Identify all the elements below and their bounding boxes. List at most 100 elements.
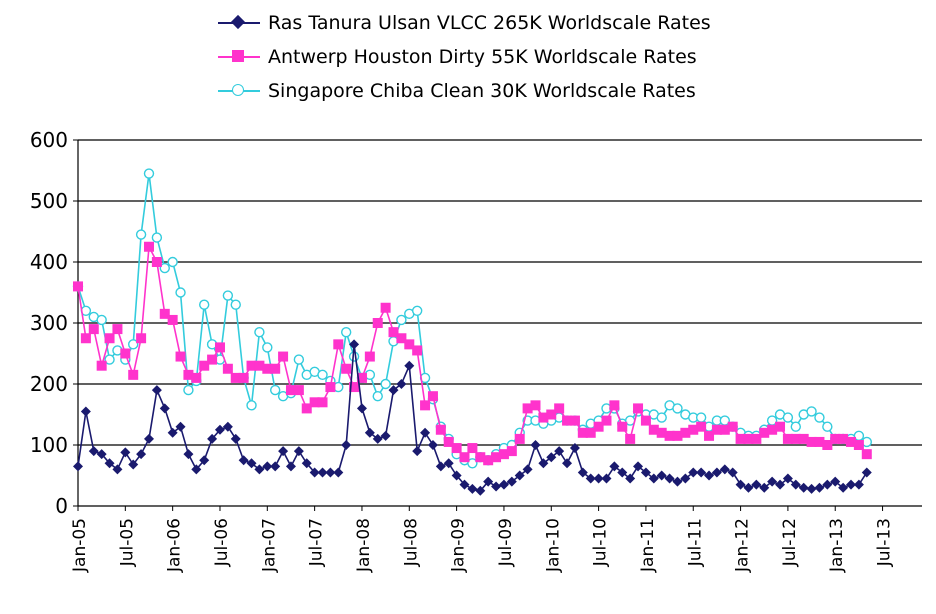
data-point-vlcc: [475, 485, 486, 496]
data-point-vlcc: [491, 481, 502, 492]
data-point-dirty: [88, 324, 99, 335]
data-point-vlcc: [207, 433, 218, 444]
data-point-dirty: [254, 360, 265, 371]
data-point-vlcc: [822, 479, 833, 490]
data-point-dirty: [782, 433, 793, 444]
x-tick-label: Jan-12: [733, 518, 753, 573]
data-point-dirty: [538, 412, 549, 423]
data-point-dirty: [838, 433, 849, 444]
data-point-dirty: [112, 324, 123, 335]
data-point-clean: [246, 400, 257, 411]
data-point-dirty: [648, 424, 659, 435]
data-point-vlcc: [412, 446, 423, 457]
y-tick-label: 600: [30, 128, 68, 152]
data-point-dirty: [498, 449, 509, 460]
legend-circle-marker: [232, 84, 244, 96]
data-point-dirty: [790, 433, 801, 444]
legend-label-dirty: Antwerp Houston Dirty 55K Worldscale Rat…: [268, 46, 697, 68]
data-point-vlcc: [467, 483, 478, 494]
data-point-dirty: [238, 372, 249, 383]
data-point-vlcc: [830, 476, 841, 487]
data-point-dirty: [262, 363, 273, 374]
x-tick-label: Jan-13: [827, 518, 847, 573]
data-point-dirty: [585, 427, 596, 438]
data-point-clean: [183, 384, 194, 396]
data-point-vlcc: [719, 464, 730, 475]
data-point-clean: [135, 229, 147, 240]
data-point-vlcc: [593, 473, 604, 484]
data-point-clean: [293, 354, 305, 365]
x-tick-label: Jul-08: [401, 518, 421, 567]
data-point-vlcc: [577, 467, 588, 478]
data-point-dirty: [814, 436, 825, 447]
legend-item-dirty: Antwerp Houston Dirty 55K Worldscale Rat…: [218, 40, 818, 74]
data-point-vlcc: [782, 473, 793, 484]
data-point-vlcc: [656, 470, 667, 481]
data-point-dirty: [246, 360, 257, 371]
data-point-clean: [269, 384, 281, 396]
data-point-vlcc: [775, 479, 786, 490]
data-point-dirty: [309, 397, 320, 408]
data-point-clean: [159, 262, 170, 274]
data-point-dirty: [420, 400, 431, 411]
data-point-vlcc: [159, 403, 170, 414]
data-point-dirty: [230, 372, 241, 383]
x-tick-label: Jul-13: [875, 518, 895, 567]
data-point-clean: [656, 412, 667, 423]
data-point-vlcc: [222, 421, 233, 432]
data-point-dirty: [270, 363, 281, 374]
data-point-dirty: [601, 415, 612, 426]
data-point-vlcc: [846, 479, 857, 490]
data-point-vlcc: [569, 443, 580, 454]
data-point-dirty: [435, 424, 446, 435]
y-tick-label: 300: [30, 311, 68, 335]
data-point-vlcc: [246, 458, 257, 469]
data-point-vlcc: [735, 479, 746, 490]
data-point-dirty: [183, 369, 194, 380]
y-tick-label: 400: [30, 250, 68, 274]
data-point-vlcc: [814, 482, 825, 493]
data-point-clean: [104, 354, 115, 365]
data-point-dirty: [625, 433, 636, 444]
data-point-vlcc: [625, 473, 636, 484]
data-point-vlcc: [601, 473, 612, 484]
legend-label-clean: Singapore Chiba Clean 30K Worldscale Rat…: [268, 80, 696, 102]
data-point-vlcc: [838, 482, 849, 493]
series-clean: [72, 168, 872, 469]
data-point-vlcc: [293, 446, 304, 457]
y-tick-label: 0: [55, 494, 68, 518]
data-point-dirty: [680, 427, 691, 438]
data-point-dirty: [569, 415, 580, 426]
data-point-vlcc: [325, 467, 336, 478]
series-line-clean: [77, 173, 868, 465]
data-point-dirty: [617, 421, 628, 432]
data-point-dirty: [664, 430, 675, 441]
data-point-vlcc: [128, 459, 139, 470]
data-point-vlcc: [349, 339, 360, 350]
data-point-vlcc: [120, 447, 131, 458]
data-point-clean: [175, 287, 186, 298]
data-point-vlcc: [199, 455, 210, 466]
data-point-dirty: [798, 433, 809, 444]
data-point-dirty: [191, 372, 202, 383]
x-tick-label: Jul-06: [212, 518, 232, 567]
data-point-vlcc: [640, 467, 651, 478]
data-point-vlcc: [191, 464, 202, 475]
data-point-clean: [262, 342, 273, 353]
data-point-vlcc: [483, 476, 494, 487]
data-point-dirty: [743, 433, 754, 444]
data-point-vlcc: [459, 479, 470, 490]
data-point-dirty: [459, 452, 470, 463]
data-point-vlcc: [309, 467, 320, 478]
data-point-vlcc: [341, 440, 352, 450]
y-tick-label: 200: [30, 372, 68, 396]
data-point-dirty: [159, 308, 170, 319]
data-point-dirty: [861, 449, 872, 460]
data-point-dirty: [483, 455, 494, 466]
data-point-vlcc: [143, 433, 154, 444]
data-point-dirty: [356, 372, 367, 383]
data-point-vlcc: [498, 479, 509, 490]
data-point-vlcc: [112, 464, 123, 475]
data-point-dirty: [404, 339, 415, 350]
data-point-dirty: [688, 424, 699, 435]
